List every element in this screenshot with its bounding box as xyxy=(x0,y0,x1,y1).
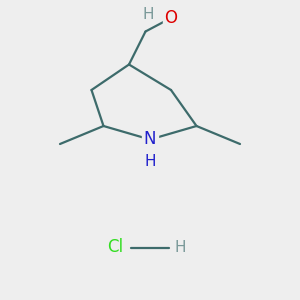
Text: N: N xyxy=(144,130,156,148)
Bar xyxy=(142,131,158,148)
Bar xyxy=(163,10,179,26)
Text: O: O xyxy=(164,9,178,27)
Text: Cl: Cl xyxy=(107,238,124,256)
Text: H: H xyxy=(144,154,156,169)
Text: H: H xyxy=(143,7,154,22)
Text: H: H xyxy=(174,240,186,255)
